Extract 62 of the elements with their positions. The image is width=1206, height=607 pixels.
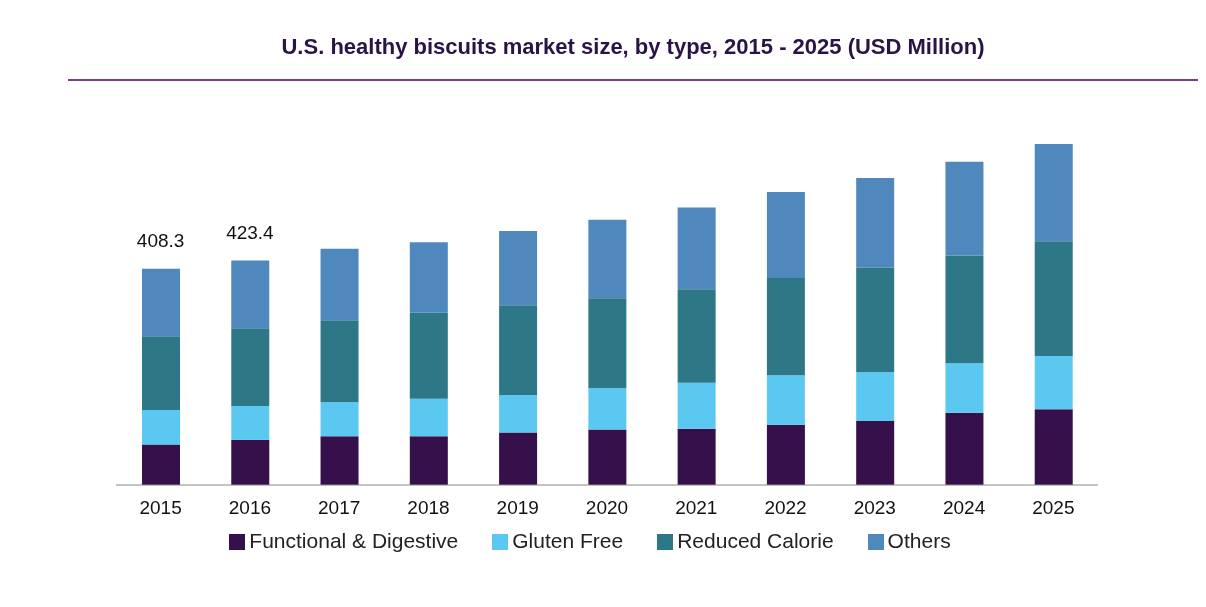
x-tick-label: 2025 [1032, 497, 1075, 519]
x-tick-label: 2019 [496, 497, 539, 519]
x-tick-label: 2020 [585, 497, 629, 519]
bar [499, 432, 538, 485]
bar [231, 405, 270, 440]
bar [588, 388, 627, 430]
bar [499, 305, 538, 395]
x-tick-label: 2015 [139, 497, 182, 519]
bar [1034, 241, 1073, 357]
x-tick-label: 2023 [853, 497, 896, 519]
bar [856, 178, 895, 268]
bar [1034, 356, 1073, 410]
bar [766, 278, 805, 376]
bar [677, 207, 716, 290]
annotation: 423.4 [226, 221, 275, 243]
bar [231, 260, 270, 329]
bar [499, 230, 538, 306]
x-tick-label: 2018 [407, 497, 450, 519]
bar [409, 242, 448, 313]
bar [1034, 409, 1073, 485]
bar [945, 412, 984, 485]
x-tick-label: 2024 [942, 497, 986, 519]
bar [588, 429, 627, 485]
x-tick-label: 2021 [675, 497, 718, 519]
bar [231, 439, 270, 485]
bar [856, 372, 895, 421]
bar [945, 363, 984, 413]
x-tick-label: 2022 [764, 497, 807, 519]
bar [320, 248, 359, 321]
bar [945, 161, 984, 256]
chart-title: U.S. healthy biscuits market size, by type, 2015 - 2025 (USD Million) [280, 33, 986, 60]
bar [856, 420, 895, 485]
legend-label: Others [887, 529, 951, 552]
bar [766, 424, 805, 485]
bar [409, 398, 448, 437]
legend-label: Gluten Free [512, 529, 624, 552]
bar [142, 336, 180, 410]
bar [231, 328, 270, 406]
x-tick-label: 2017 [318, 497, 361, 519]
bar [677, 289, 716, 383]
bar [588, 219, 627, 299]
bar [409, 436, 448, 485]
bar [142, 444, 180, 485]
bar [409, 312, 448, 399]
bar [320, 320, 359, 403]
bar [320, 402, 359, 437]
bar [677, 382, 716, 429]
bar [142, 409, 180, 445]
bar [856, 267, 895, 373]
x-tick-label: 2016 [228, 497, 272, 519]
bar [766, 192, 805, 279]
bar [766, 375, 805, 425]
bar [499, 394, 538, 433]
legend-label: Functional & Digestive [249, 529, 459, 552]
annotation: 408.3 [136, 229, 185, 251]
bar [677, 428, 716, 485]
legend-label: Reduced Calorie [677, 529, 834, 552]
bar [320, 436, 359, 485]
bar [588, 298, 627, 389]
bar [142, 268, 180, 337]
bar [945, 255, 984, 364]
bar [1034, 144, 1073, 242]
